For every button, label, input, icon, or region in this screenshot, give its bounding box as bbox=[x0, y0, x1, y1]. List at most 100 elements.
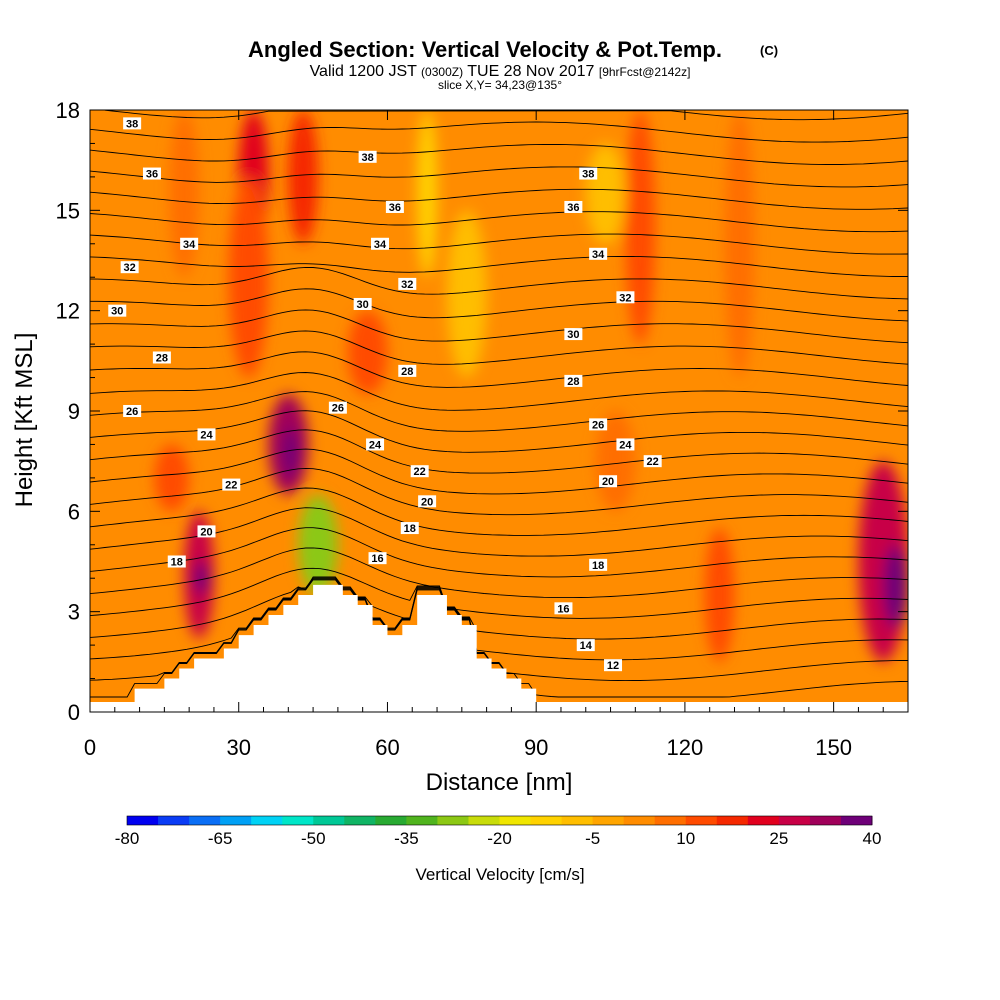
svg-text:32: 32 bbox=[124, 262, 136, 274]
contour-label: 16 bbox=[368, 552, 387, 565]
velocity-cell bbox=[194, 561, 209, 595]
contour-label: 34 bbox=[180, 237, 199, 251]
svg-text:20: 20 bbox=[602, 476, 614, 488]
svg-text:26: 26 bbox=[126, 406, 138, 418]
svg-text:18: 18 bbox=[592, 560, 604, 572]
svg-text:38: 38 bbox=[582, 169, 594, 181]
svg-text:18: 18 bbox=[404, 523, 416, 535]
colorbar-tick-label: 40 bbox=[863, 829, 882, 848]
svg-text:22: 22 bbox=[647, 456, 659, 468]
colorbar-ticks: -80 -65 -50 -35 -20 -5 10 25 40 bbox=[115, 829, 882, 848]
colorbar-tick-label: -5 bbox=[585, 829, 600, 848]
contour-label: 20 bbox=[599, 475, 618, 488]
svg-text:34: 34 bbox=[183, 239, 196, 251]
svg-text:20: 20 bbox=[421, 496, 433, 508]
svg-text:28: 28 bbox=[567, 376, 579, 388]
colorbar-swatch bbox=[747, 816, 780, 825]
colorbar-swatch bbox=[437, 816, 469, 825]
contour-label: 32 bbox=[120, 261, 139, 274]
contour-label: 18 bbox=[400, 522, 419, 535]
x-tick-label: 60 bbox=[375, 735, 399, 760]
x-tick-label: 120 bbox=[667, 735, 704, 760]
contour-label: 28 bbox=[152, 351, 171, 364]
velocity-cell bbox=[288, 110, 319, 244]
subtitle-valid: Valid 1200 JST bbox=[310, 63, 418, 80]
colorbar-swatch bbox=[251, 816, 283, 825]
colorbar-swatch bbox=[654, 816, 687, 825]
isentrope-line bbox=[90, 233, 908, 255]
contour-label: 18 bbox=[167, 555, 186, 569]
colorbar-swatch bbox=[623, 816, 656, 825]
y-axis-label: Height [Kft MSL] bbox=[11, 333, 38, 508]
isentrope-line bbox=[90, 410, 908, 453]
svg-text:16: 16 bbox=[557, 603, 569, 615]
velocity-cell bbox=[724, 110, 755, 378]
svg-text:26: 26 bbox=[592, 419, 604, 431]
contour-label: 26 bbox=[589, 418, 608, 431]
isentrope-line bbox=[90, 288, 908, 322]
isentrope-line bbox=[90, 309, 908, 344]
y-tick-label: 18 bbox=[56, 98, 80, 123]
contour-labels: 38 36 34 32 30 28 26 24 22 20 18 38 36 34 32 30 28 26 24 22… bbox=[108, 117, 662, 672]
colorbar bbox=[126, 815, 873, 826]
subtitle-forecast: [9hrFcst@2142z] bbox=[599, 65, 691, 79]
svg-text:36: 36 bbox=[567, 202, 579, 214]
isentrope-line bbox=[90, 429, 908, 474]
chart-title-suffix: (C) bbox=[760, 43, 778, 58]
contour-label: 32 bbox=[398, 277, 417, 291]
svg-text:32: 32 bbox=[619, 292, 631, 304]
contour-label: 22 bbox=[222, 478, 241, 492]
subtitle-zulu: (0300Z) bbox=[421, 65, 463, 79]
contour-label: 26 bbox=[328, 401, 347, 415]
colorbar-tick-label: 10 bbox=[676, 829, 695, 848]
svg-text:22: 22 bbox=[225, 480, 237, 492]
isentrope-line bbox=[90, 527, 908, 578]
colorbar-swatch bbox=[282, 816, 314, 825]
velocity-field bbox=[154, 110, 908, 662]
svg-text:30: 30 bbox=[357, 299, 369, 311]
isentrope-line bbox=[90, 576, 908, 640]
isentrope-line bbox=[90, 577, 908, 661]
colorbar-tick-label: -20 bbox=[487, 829, 512, 848]
colorbar-tick-label: -35 bbox=[394, 829, 419, 848]
contour-label: 36 bbox=[564, 200, 583, 214]
contour-label: 16 bbox=[554, 602, 573, 615]
y-tick-label: 0 bbox=[68, 700, 80, 725]
y-tick-label: 6 bbox=[68, 499, 80, 524]
contour-label: 34 bbox=[589, 247, 608, 261]
colorbar-swatch bbox=[313, 816, 345, 825]
colorbar-swatch bbox=[127, 816, 159, 825]
colorbar-swatch bbox=[158, 816, 190, 825]
plot-area: 38 36 34 32 30 28 26 24 22 20 18 38 36 34 32 30 28 26 24 22… bbox=[90, 110, 908, 712]
svg-text:36: 36 bbox=[389, 202, 401, 214]
x-tick-label: 30 bbox=[226, 735, 250, 760]
contour-label: 32 bbox=[616, 291, 635, 304]
contour-label: 36 bbox=[142, 167, 161, 181]
contour-label: 30 bbox=[353, 297, 372, 311]
isentrope-line bbox=[90, 351, 908, 388]
isentrope-line bbox=[90, 448, 908, 495]
colorbar-swatch bbox=[344, 816, 376, 825]
svg-text:30: 30 bbox=[567, 329, 579, 341]
colorbar-swatch bbox=[468, 816, 500, 825]
isentrope-line bbox=[90, 188, 908, 210]
colorbar-frame bbox=[126, 815, 873, 826]
colorbar-swatch bbox=[840, 816, 873, 825]
svg-text:36: 36 bbox=[146, 169, 158, 181]
y-tick-label: 9 bbox=[68, 399, 80, 424]
isentrope-line bbox=[90, 547, 908, 599]
contour-label: 22 bbox=[643, 455, 662, 468]
x-axis-label: Distance [nm] bbox=[426, 769, 573, 796]
svg-text:32: 32 bbox=[401, 279, 413, 291]
isentrope-line bbox=[90, 266, 908, 300]
velocity-cell bbox=[704, 528, 735, 662]
contour-label: 38 bbox=[579, 167, 598, 181]
colorbar-swatch bbox=[561, 816, 594, 825]
isentrope-line bbox=[90, 372, 908, 411]
isentrope-line bbox=[90, 507, 908, 557]
velocity-cell bbox=[446, 210, 487, 378]
contour-label: 38 bbox=[358, 150, 377, 164]
svg-text:24: 24 bbox=[619, 439, 632, 451]
